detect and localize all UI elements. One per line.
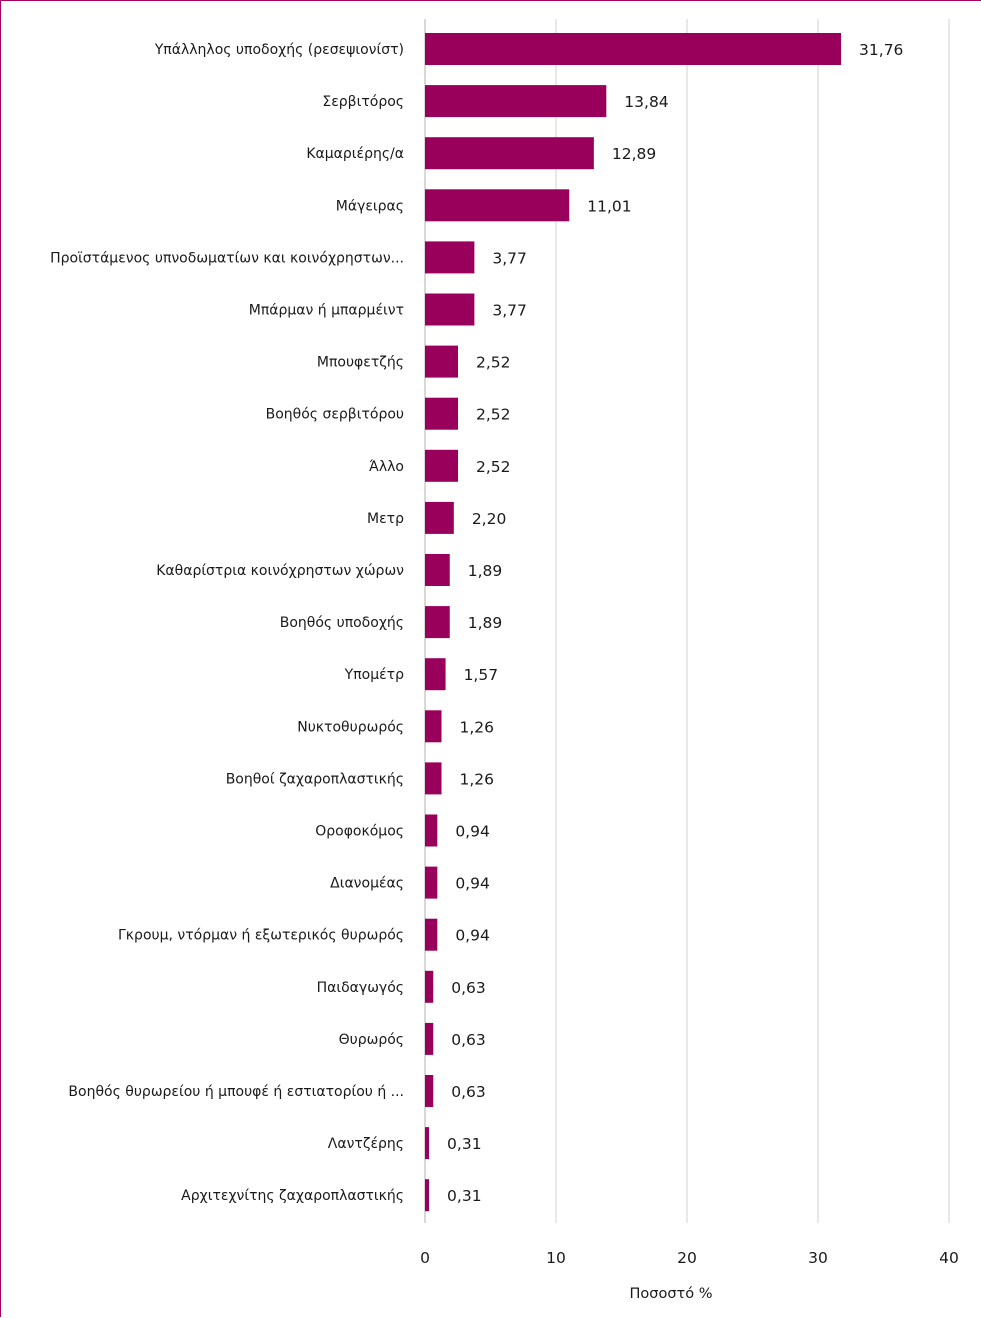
category-label: Μάγειρας	[336, 198, 404, 214]
value-label: 0,94	[455, 823, 490, 841]
value-label: 11,01	[587, 197, 631, 215]
bar	[425, 970, 434, 1003]
bar	[425, 1022, 434, 1055]
category-labels: Υπάλληλος υποδοχής (ρεσεψιονίστ) Σερβιτόρ…	[50, 42, 404, 1204]
bar	[425, 189, 570, 222]
category-label: Υπάλληλος υποδοχής (ρεσεψιονίστ)	[154, 42, 404, 58]
category-label: Θυρωρός	[339, 1032, 404, 1048]
value-label: 1,89	[468, 562, 503, 580]
bar	[425, 293, 475, 326]
value-label: 0,63	[451, 1083, 486, 1101]
category-label: Μετρ	[367, 511, 404, 527]
bar	[425, 658, 446, 691]
category-label: Καμαριέρης/α	[306, 146, 404, 162]
bar	[425, 449, 459, 482]
category-label: Καθαρίστρια κοινόχρηστων χώρων	[156, 563, 404, 579]
x-tick-label: 0	[420, 1249, 430, 1267]
value-label: 0,63	[451, 979, 486, 997]
bar	[425, 606, 450, 639]
value-label: 2,52	[476, 354, 511, 372]
bar	[425, 33, 842, 65]
value-label: 0,31	[447, 1187, 482, 1205]
category-label: Βοηθοί ζαχαροπλαστικής	[226, 771, 404, 787]
category-label: Αρχιτεχνίτης ζαχαροπλαστικής	[181, 1188, 404, 1204]
category-label: Διανομέας	[330, 876, 404, 892]
bars	[425, 33, 842, 1212]
category-label: Παιδαγωγός	[317, 980, 404, 996]
bar	[425, 1179, 430, 1212]
value-label: 1,26	[460, 770, 495, 788]
bar	[425, 1075, 434, 1107]
category-label: Σερβιτόρος	[322, 94, 404, 110]
value-label: 2,52	[476, 406, 511, 424]
bar	[425, 137, 594, 170]
category-label: Βοηθός υποδοχής	[280, 615, 404, 631]
bar	[425, 241, 475, 274]
value-label: 31,76	[859, 41, 903, 59]
bar	[425, 554, 450, 586]
value-label: 12,89	[612, 145, 656, 163]
bar	[425, 762, 442, 795]
bar	[425, 501, 454, 534]
category-label: Γκρουμ, ντόρμαν ή εξωτερικός θυρωρός	[118, 928, 404, 944]
bar	[425, 866, 438, 899]
category-label: Βοηθός σερβιτόρου	[266, 407, 404, 423]
value-labels: 31,76 13,84 12,89 11,01 3,77 3,77 2,52 2,52 2,52…	[447, 41, 903, 1205]
value-label: 3,77	[492, 249, 527, 267]
bar	[425, 397, 459, 430]
category-label: Υπομέτρ	[344, 667, 404, 683]
category-label: Προϊστάμενος υπνοδωματίων και κοινόχρηστ…	[50, 250, 404, 266]
x-axis-title: Ποσοστό %	[629, 1286, 712, 1302]
x-tick-label: 20	[677, 1249, 697, 1267]
value-label: 0,94	[455, 875, 490, 893]
value-label: 13,84	[624, 93, 668, 111]
value-label: 1,57	[464, 666, 499, 684]
x-tick-label: 30	[808, 1249, 828, 1267]
category-label: Βοηθός θυρωρείου ή μπουφέ ή εστιατορίου …	[68, 1084, 404, 1100]
x-tick-label: 10	[546, 1249, 566, 1267]
value-label: 0,63	[451, 1031, 486, 1049]
category-label: Μπάρμαν ή μπαρμέιντ	[249, 303, 404, 319]
value-label: 0,94	[455, 927, 490, 945]
category-label: Μπουφετζής	[317, 355, 404, 371]
value-label: 0,31	[447, 1135, 482, 1153]
category-label: Οροφοκόμος	[315, 824, 404, 840]
value-label: 1,26	[460, 718, 495, 736]
bar	[425, 918, 438, 951]
bar	[425, 710, 442, 743]
category-label: Άλλο	[369, 459, 404, 475]
value-label: 1,89	[468, 614, 503, 632]
value-label: 2,52	[476, 458, 511, 476]
x-tick-labels: 0 10 20 30 40	[420, 1249, 959, 1267]
bar	[425, 1127, 430, 1160]
bar	[425, 85, 607, 118]
x-tick-label: 40	[939, 1249, 959, 1267]
bar	[425, 345, 459, 378]
value-label: 3,77	[492, 302, 527, 320]
value-label: 2,20	[472, 510, 507, 528]
category-label: Λαντζέρης	[328, 1136, 404, 1152]
category-label: Νυκτοθυρωρός	[297, 719, 404, 735]
bar	[425, 814, 438, 847]
